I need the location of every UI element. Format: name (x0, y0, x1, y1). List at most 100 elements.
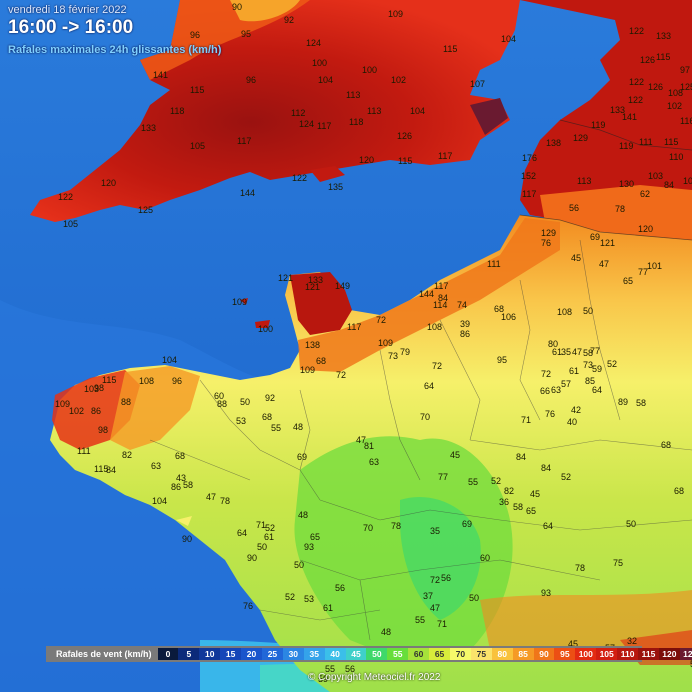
legend-swatch-45: 45 (345, 648, 367, 660)
station-value: 40 (567, 417, 577, 427)
station-value: 53 (304, 594, 314, 604)
station-value: 104 (152, 496, 167, 506)
station-value: 108 (139, 376, 154, 386)
station-value: 109 (232, 297, 247, 307)
station-value: 135 (328, 182, 343, 192)
station-value: 64 (543, 521, 553, 531)
time-range: 16:00 -> 16:00 (8, 17, 134, 38)
station-value: 47 (356, 435, 366, 445)
station-value: 53 (236, 416, 246, 426)
channel-island (240, 298, 248, 305)
station-value: 61 (323, 603, 333, 613)
station-value: 129 (573, 133, 588, 143)
station-value: 89 (618, 397, 628, 407)
station-value: 77 (590, 346, 600, 356)
station-value: 109 (55, 399, 70, 409)
legend-swatch-70: 70 (450, 648, 471, 660)
legend-swatch-100: 100 (575, 648, 597, 660)
legend-swatch-10: 10 (199, 648, 221, 660)
station-value: 138 (305, 340, 320, 350)
station-value: 110 (669, 152, 683, 162)
station-value: 111 (487, 259, 501, 269)
legend-swatch-5: 5 (178, 648, 200, 660)
station-value: 36 (499, 497, 509, 507)
station-value: 121 (600, 238, 615, 248)
forecast-date: vendredi 18 février 2022 (8, 4, 127, 16)
station-value: 63 (369, 457, 379, 467)
station-value: 149 (335, 281, 350, 291)
station-value: 75 (613, 558, 623, 568)
station-value: 111 (639, 137, 653, 147)
station-value: 122 (292, 173, 307, 183)
station-value: 61 (569, 366, 579, 376)
station-value: 117 (347, 322, 361, 332)
station-value: 121 (278, 273, 293, 283)
station-value: 105 (190, 141, 205, 151)
station-value: 141 (622, 112, 637, 122)
station-value: 35 (561, 347, 571, 357)
station-value: 45 (450, 450, 460, 460)
station-value: 65 (310, 532, 320, 542)
station-value: 115 (664, 137, 678, 147)
station-value: 113 (577, 176, 591, 186)
station-value: 66 (540, 386, 550, 396)
station-value: 105 (63, 219, 78, 229)
isle-of-wight (310, 166, 345, 182)
station-value: 43 (176, 473, 186, 483)
station-value: 69 (462, 519, 472, 529)
station-value: 63 (551, 385, 561, 395)
copyright-credit: © Copyright Meteociel.fr 2022 (308, 672, 441, 683)
station-value: 122 (58, 192, 73, 202)
legend-swatch-90: 90 (533, 648, 555, 660)
station-value: 112 (291, 108, 305, 118)
station-value: 76 (545, 409, 555, 419)
station-value: 98 (94, 383, 104, 393)
station-value: 92 (265, 393, 275, 403)
station-value: 69 (297, 452, 307, 462)
wind-gust-legend: Rafales de vent (km/h) 0 5 10 15 20 25 30 35 40 4… (46, 646, 692, 662)
station-value: 103 (648, 171, 663, 181)
station-value: 50 (257, 542, 267, 552)
station-value: 124 (306, 38, 321, 48)
legend-swatch-40: 40 (324, 648, 346, 660)
station-value: 133 (308, 275, 323, 285)
station-value: 113 (367, 106, 381, 116)
station-value: 90 (247, 553, 257, 563)
station-value: 125 (680, 82, 692, 92)
station-value: 68 (316, 356, 326, 366)
england-landmass (30, 0, 520, 222)
station-value: 55 (468, 477, 478, 487)
station-value: 133 (656, 31, 671, 41)
island (176, 516, 192, 526)
station-value: 73 (388, 351, 398, 361)
station-value: 100 (312, 58, 327, 68)
station-value: 48 (293, 422, 303, 432)
station-value: 115 (443, 44, 457, 54)
station-value: 76 (243, 601, 253, 611)
station-value: 84 (106, 465, 116, 475)
legend-swatch-50: 50 (366, 648, 388, 660)
station-value: 70 (363, 523, 373, 533)
station-value: 144 (240, 188, 255, 198)
legend-swatch-30: 30 (282, 648, 304, 660)
station-value: 117 (317, 121, 331, 131)
station-value: 104 (162, 355, 177, 365)
station-value: 101 (683, 176, 692, 186)
station-value: 77 (438, 472, 448, 482)
station-value: 115 (398, 156, 412, 166)
brittany-orange (110, 366, 200, 450)
station-value: 72 (376, 315, 386, 325)
station-value: 68 (674, 486, 684, 496)
kent-hotspot (470, 98, 508, 135)
station-value: 106 (501, 312, 516, 322)
country-borders (519, 119, 692, 241)
station-value: 115 (94, 464, 108, 474)
green-core (400, 496, 481, 620)
station-value: 108 (557, 307, 572, 317)
station-value: 45 (568, 639, 578, 649)
station-value: 69 (590, 232, 600, 242)
station-value: 96 (246, 75, 256, 85)
station-value: 82 (122, 450, 132, 460)
station-value: 115 (656, 52, 670, 62)
station-value: 80 (548, 339, 558, 349)
